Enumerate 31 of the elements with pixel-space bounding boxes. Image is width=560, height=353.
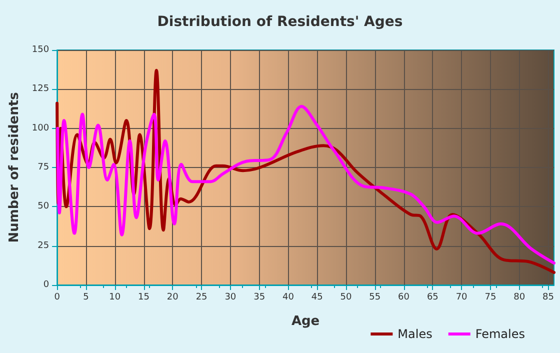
x-tick-label: 60 <box>398 292 410 302</box>
legend-label: Males <box>398 327 432 341</box>
y-tick-label: 50 <box>38 202 50 212</box>
x-axis-title: Age <box>291 314 320 329</box>
x-tick-label: 40 <box>282 292 294 302</box>
x-tick-label: 55 <box>369 292 381 302</box>
x-tick-label: 45 <box>311 292 323 302</box>
y-axis-title: Number of residents <box>7 92 22 243</box>
x-tick-label: 10 <box>109 292 121 302</box>
x-tick-label: 75 <box>484 292 496 302</box>
y-tick-label: 0 <box>43 280 50 290</box>
x-tick-label: 35 <box>254 292 266 302</box>
y-tick-label: 125 <box>32 84 50 94</box>
x-tick-label: 70 <box>456 292 468 302</box>
x-tick-label: 65 <box>426 292 438 302</box>
y-tick-label: 100 <box>32 123 50 134</box>
y-tick-label: 25 <box>38 240 50 251</box>
x-tick-label: 15 <box>138 292 150 302</box>
x-tick-label: 25 <box>196 292 208 302</box>
x-tick-label: 20 <box>166 292 179 302</box>
y-tick-label: 75 <box>38 162 50 172</box>
x-tick-label: 5 <box>83 292 89 302</box>
x-tick-label: 0 <box>54 292 60 302</box>
x-tick-label: 80 <box>514 292 526 302</box>
legend-label: Females <box>475 327 525 341</box>
x-tick-label: 30 <box>224 292 236 302</box>
y-tick-label: 150 <box>32 45 50 55</box>
chart-title: Distribution of Residents' Ages <box>157 14 403 30</box>
x-tick-label: 50 <box>340 292 352 302</box>
line-series <box>56 104 556 265</box>
x-tick-label: 85 <box>542 292 554 302</box>
